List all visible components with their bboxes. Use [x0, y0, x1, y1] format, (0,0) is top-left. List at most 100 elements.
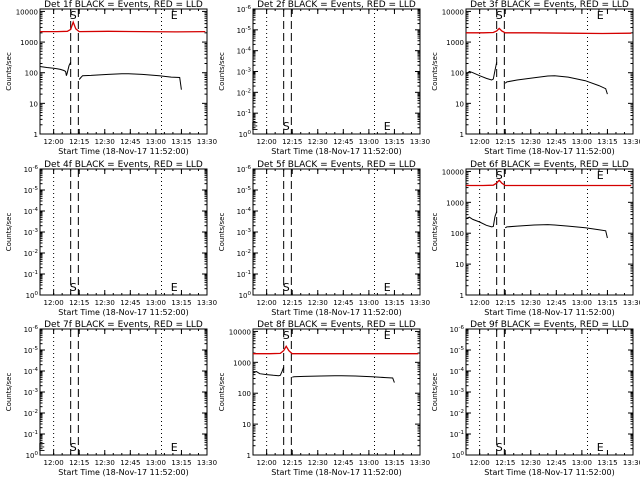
x-tick-label: 13:00: [359, 459, 379, 467]
x-tick-label: 12:45: [333, 138, 353, 146]
y-tick-label: 10-6: [24, 325, 39, 334]
y-tick-label: 1: [460, 292, 464, 300]
x-tick-label: 13:15: [597, 138, 617, 146]
y-tick-label: 10000: [442, 168, 464, 176]
x-tick-label: 12:45: [333, 459, 353, 467]
x-tick-label: 12:15: [69, 138, 89, 146]
y-tick-label: 10-5: [24, 346, 39, 355]
time-marker-label: E: [251, 120, 258, 133]
x-tick-label: 12:15: [282, 459, 302, 467]
plot-frame: [252, 328, 421, 456]
panel-title: Det 5f BLACK = Events, RED = LLD: [257, 160, 416, 170]
time-marker-label: S: [70, 441, 77, 454]
time-marker-label: E: [597, 441, 604, 454]
x-axis-label: Start Time (18-Nov-17 11:52:00): [271, 147, 401, 156]
y-tick-label: 10-2: [237, 249, 251, 258]
y-tick-label: 10-1: [24, 270, 38, 279]
plot-frame: [39, 168, 208, 296]
x-tick-label: 12:15: [282, 138, 302, 146]
y-tick-label: 10-1: [450, 430, 464, 439]
y-axis-label: Counts/sec: [5, 213, 13, 252]
x-tick-label: 13:00: [572, 459, 592, 467]
x-tick-label: 13:15: [171, 299, 191, 307]
x-tick-label: 12:30: [308, 299, 328, 307]
panel-title: Det 7f BLACK = Events, RED = LLD: [44, 320, 203, 330]
x-tick-label: 13:00: [359, 138, 379, 146]
y-axis-label: Counts/sec: [431, 213, 439, 252]
series-events-line: [465, 211, 498, 228]
x-axis-label: Start Time (18-Nov-17 11:52:00): [484, 468, 614, 477]
plot-frame: [252, 8, 421, 135]
y-tick-label: 100: [451, 230, 464, 238]
plot-frame: [39, 8, 208, 135]
y-tick-label: 10-6: [237, 165, 252, 174]
time-marker-label: E: [384, 281, 391, 294]
det-panel-7: Det 7f BLACK = Events, RED = LLD 12:00 12:…: [5, 320, 217, 477]
time-marker-label: S: [70, 281, 77, 294]
y-tick-label: 10: [455, 261, 464, 269]
y-tick-label: 10: [242, 421, 251, 429]
y-tick-label: 10-4: [24, 207, 39, 216]
series-events-line: [292, 375, 395, 383]
time-marker-label: S: [283, 120, 290, 133]
y-tick-label: 100: [451, 70, 464, 78]
x-tick-label: 12:00: [257, 459, 277, 467]
series-events-line: [252, 366, 285, 377]
y-tick-label: 10-2: [450, 409, 464, 418]
x-tick-label: 12:15: [495, 299, 515, 307]
series-events-line: [78, 73, 182, 90]
x-tick-label: 13:00: [572, 299, 592, 307]
det-panel-8: Det 8f BLACK = Events, RED = LLD 12:00 12:…: [218, 320, 430, 477]
y-tick-label: 1000: [446, 39, 464, 47]
x-tick-label: 12:45: [546, 138, 566, 146]
det-panel-3: Det 3f BLACK = Events, RED = LLD 12:00 12:…: [431, 0, 640, 156]
y-axis-label: Counts/sec: [431, 52, 439, 91]
det-panel-4: Det 4f BLACK = Events, RED = LLD 12:00 12:…: [5, 160, 217, 317]
y-tick-label: 10-1: [237, 270, 251, 279]
y-tick-label: 1000: [20, 39, 38, 47]
x-tick-label: 12:00: [257, 138, 277, 146]
y-tick-label: 1: [247, 452, 251, 460]
y-tick-label: 10-5: [237, 26, 252, 35]
y-tick-label: 10-3: [450, 388, 465, 397]
y-tick-label: 100: [238, 390, 251, 398]
x-tick-label: 13:15: [384, 299, 404, 307]
y-tick-label: 1: [460, 131, 464, 139]
x-tick-label: 12:00: [470, 459, 490, 467]
x-axis-label: Start Time (18-Nov-17 11:52:00): [271, 308, 401, 317]
y-tick-label: 10-4: [450, 367, 465, 376]
y-tick-label: 1: [34, 131, 38, 139]
time-marker-label: E: [384, 120, 391, 133]
y-axis-label: Counts/sec: [218, 213, 226, 252]
x-tick-label: 13:30: [410, 299, 430, 307]
det-panel-2: Det 2f BLACK = Events, RED = LLD 12:00 12:…: [218, 0, 430, 156]
x-axis-label: Start Time (18-Nov-17 11:52:00): [484, 147, 614, 156]
series-events-line: [465, 62, 498, 81]
time-marker-label: S: [496, 9, 503, 22]
y-axis-label: Counts/sec: [218, 52, 226, 91]
plot-frame: [39, 328, 208, 456]
time-marker-label: E: [384, 329, 391, 342]
x-tick-label: 13:00: [146, 138, 166, 146]
series-events-line: [504, 224, 608, 239]
x-tick-label: 12:15: [495, 459, 515, 467]
time-marker-label: E: [171, 281, 178, 294]
x-tick-label: 12:00: [44, 299, 64, 307]
plot-frame: [465, 328, 634, 456]
x-tick-label: 13:30: [197, 299, 217, 307]
y-tick-label: 100: [26, 451, 39, 460]
x-axis-label: Start Time (18-Nov-17 11:52:00): [58, 308, 188, 317]
x-tick-label: 12:15: [69, 459, 89, 467]
y-axis-label: Counts/sec: [5, 52, 13, 91]
x-tick-label: 12:30: [521, 459, 541, 467]
time-marker-label: S: [496, 169, 503, 182]
x-tick-label: 12:30: [95, 459, 115, 467]
series-events-line: [39, 61, 72, 76]
time-marker-label: E: [597, 169, 604, 182]
y-tick-label: 100: [239, 130, 252, 139]
y-tick-label: 10-2: [24, 249, 38, 258]
panel-title: Det 3f BLACK = Events, RED = LLD: [470, 0, 629, 10]
y-tick-label: 10-2: [237, 88, 251, 97]
x-tick-label: 13:30: [623, 299, 640, 307]
y-axis-label: Counts/sec: [431, 373, 439, 412]
